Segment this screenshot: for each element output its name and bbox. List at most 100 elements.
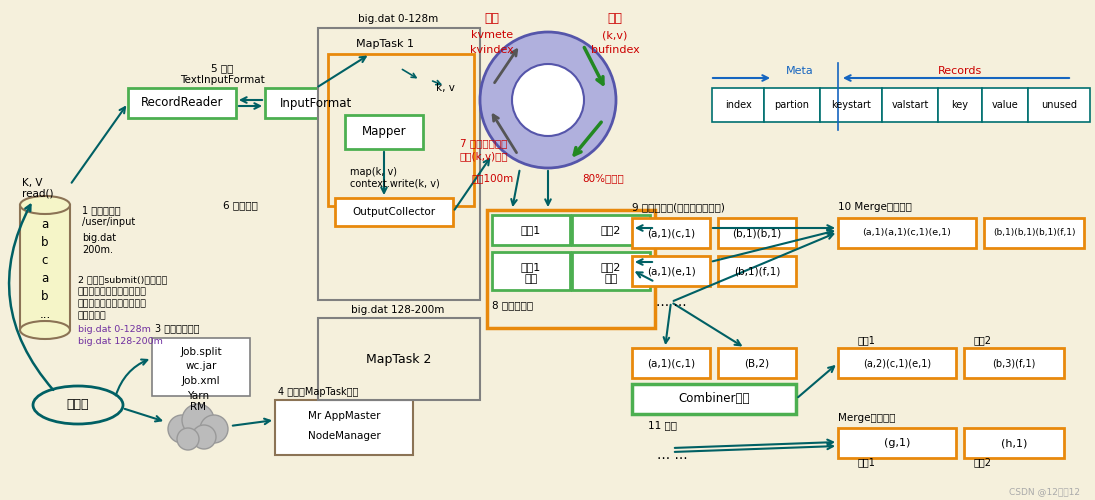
Circle shape	[177, 428, 199, 450]
FancyBboxPatch shape	[572, 215, 650, 245]
Text: 分区2: 分区2	[973, 335, 992, 345]
Text: 分区1: 分区1	[858, 457, 876, 467]
FancyBboxPatch shape	[128, 88, 237, 118]
Text: 默认100m: 默认100m	[472, 173, 515, 183]
Text: MapTask 1: MapTask 1	[356, 39, 414, 49]
FancyBboxPatch shape	[345, 115, 423, 149]
Text: Yarn: Yarn	[187, 391, 209, 401]
Text: 排序: 排序	[525, 274, 538, 284]
Text: Meta: Meta	[786, 66, 814, 76]
FancyBboxPatch shape	[335, 198, 453, 226]
Text: (a,1)(a,1)(c,1)(e,1): (a,1)(a,1)(c,1)(e,1)	[863, 228, 952, 237]
FancyBboxPatch shape	[820, 88, 881, 122]
Circle shape	[182, 404, 214, 436]
Text: OutputCollector: OutputCollector	[353, 207, 436, 217]
FancyBboxPatch shape	[838, 428, 956, 458]
Text: 待处理数据的信息，然后根: 待处理数据的信息，然后根	[78, 288, 147, 296]
Text: a: a	[42, 272, 48, 285]
Text: (a,1)(c,1): (a,1)(c,1)	[647, 228, 695, 238]
Text: RecordReader: RecordReader	[141, 96, 223, 110]
Text: big.dat 128-200m: big.dat 128-200m	[351, 305, 445, 315]
Text: Combiner合并: Combiner合并	[678, 392, 750, 406]
FancyBboxPatch shape	[275, 400, 413, 455]
Text: Job.xml: Job.xml	[182, 376, 220, 386]
FancyBboxPatch shape	[632, 256, 710, 286]
Text: 分区2: 分区2	[601, 225, 621, 235]
Text: (B,2): (B,2)	[745, 358, 770, 368]
Text: MapTask 2: MapTask 2	[367, 354, 431, 366]
FancyBboxPatch shape	[20, 205, 70, 330]
Text: kvmete: kvmete	[471, 30, 514, 40]
Text: 分区2: 分区2	[601, 262, 621, 272]
Text: c: c	[42, 254, 48, 268]
FancyBboxPatch shape	[984, 218, 1084, 248]
Text: 9 溢出到文件(分区且区内有序): 9 溢出到文件(分区且区内有序)	[632, 202, 725, 212]
Circle shape	[168, 415, 196, 443]
Text: 客户端: 客户端	[67, 398, 90, 411]
Text: key: key	[952, 100, 968, 110]
Text: partion: partion	[774, 100, 809, 110]
Text: 5 默认: 5 默认	[211, 63, 233, 73]
Text: big.dat: big.dat	[82, 233, 116, 243]
Text: ...: ...	[39, 308, 50, 322]
FancyBboxPatch shape	[718, 348, 796, 378]
Ellipse shape	[33, 386, 123, 424]
FancyBboxPatch shape	[572, 252, 650, 290]
Text: (k,v): (k,v)	[602, 30, 627, 40]
Text: 索引: 索引	[484, 12, 499, 24]
FancyBboxPatch shape	[632, 218, 710, 248]
Text: bufindex: bufindex	[590, 45, 639, 55]
Circle shape	[200, 415, 228, 443]
Text: 分区2: 分区2	[973, 457, 992, 467]
FancyBboxPatch shape	[1028, 88, 1090, 122]
Ellipse shape	[20, 196, 70, 214]
Text: big.dat 0-128m: big.dat 0-128m	[358, 14, 438, 24]
Text: big.dat 0-128m: big.dat 0-128m	[78, 326, 151, 334]
Ellipse shape	[20, 321, 70, 339]
Circle shape	[480, 32, 616, 168]
FancyBboxPatch shape	[712, 88, 764, 122]
Text: b: b	[42, 290, 49, 304]
Text: (b,3)(f,1): (b,3)(f,1)	[992, 358, 1036, 368]
FancyBboxPatch shape	[492, 252, 570, 290]
Text: CSDN @12十二12: CSDN @12十二12	[1008, 488, 1080, 496]
Text: (a,1)(e,1): (a,1)(e,1)	[647, 266, 695, 276]
Text: 200m.: 200m.	[82, 245, 113, 255]
Text: (g,1): (g,1)	[884, 438, 910, 448]
FancyBboxPatch shape	[318, 28, 480, 300]
Text: 写入(k,v)数据: 写入(k,v)数据	[460, 151, 508, 161]
Text: 分区1: 分区1	[858, 335, 876, 345]
Text: wc.jar: wc.jar	[185, 361, 217, 371]
Text: 据参数配置，形成一个任务: 据参数配置，形成一个任务	[78, 300, 147, 308]
FancyBboxPatch shape	[718, 218, 796, 248]
Text: Merge归并排序: Merge归并排序	[838, 413, 896, 423]
Text: 分区1: 分区1	[521, 225, 541, 235]
Text: (a,2)(c,1)(e,1): (a,2)(c,1)(e,1)	[863, 358, 931, 368]
Text: b: b	[42, 236, 49, 250]
Text: 8 分区、排序: 8 分区、排序	[492, 300, 533, 310]
FancyBboxPatch shape	[492, 215, 570, 245]
Text: (b,1)(b,1)(b,1)(f,1): (b,1)(b,1)(b,1)(f,1)	[993, 228, 1075, 237]
Circle shape	[192, 425, 216, 449]
Text: ... ...: ... ...	[656, 295, 687, 309]
Text: Job.split: Job.split	[181, 347, 222, 357]
Text: big.dat 128-200m: big.dat 128-200m	[78, 338, 163, 346]
Text: Records: Records	[938, 66, 982, 76]
FancyBboxPatch shape	[718, 256, 796, 286]
Text: 3 提交切片信息: 3 提交切片信息	[155, 323, 199, 333]
Text: 分配的规划: 分配的规划	[78, 312, 106, 320]
Text: ... ...: ... ...	[657, 448, 688, 462]
Text: a: a	[42, 218, 48, 232]
Text: 10 Merge归并排序: 10 Merge归并排序	[838, 202, 912, 212]
Text: keystart: keystart	[831, 100, 871, 110]
Text: value: value	[992, 100, 1018, 110]
Text: kvindex: kvindex	[470, 45, 514, 55]
Text: 6 逻辑运算: 6 逻辑运算	[222, 200, 257, 210]
Text: TextInputFormat: TextInputFormat	[180, 75, 264, 85]
Text: context.write(k, v): context.write(k, v)	[350, 179, 440, 189]
Text: 11 合并: 11 合并	[648, 420, 677, 430]
Text: (a,1)(c,1): (a,1)(c,1)	[647, 358, 695, 368]
Text: K, V: K, V	[22, 178, 43, 188]
Text: NodeManager: NodeManager	[308, 431, 380, 441]
Text: unused: unused	[1041, 100, 1077, 110]
